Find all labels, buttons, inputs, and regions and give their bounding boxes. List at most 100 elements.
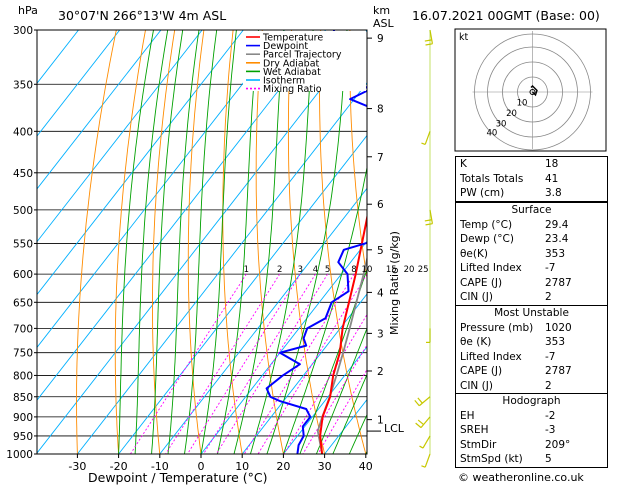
surface-row: Lifted Index -7 — [460, 262, 556, 274]
wet-adiabat-line — [249, 30, 314, 454]
mixing-ratio-line — [130, 273, 247, 454]
isotherm-line — [283, 346, 367, 454]
dry-adiabat-line — [114, 30, 146, 454]
wind-barbs — [414, 29, 434, 468]
mixing-ratio-label: 4 — [313, 265, 318, 275]
mixing-ratio-label: 25 — [418, 265, 429, 275]
x-tick-label: 0 — [198, 460, 205, 473]
legend-label: Parcel Trajectory — [263, 50, 342, 61]
wet-adiabat-line — [151, 30, 184, 454]
dry-adiabat-line — [152, 30, 176, 454]
dry-adiabat-line — [349, 30, 367, 281]
dewpoint-line — [265, 30, 367, 454]
pressure-tick-label: 300 — [13, 25, 33, 37]
mixing-ratio-label: 2 — [277, 265, 282, 275]
x-tick-label: -10 — [151, 460, 169, 473]
wet-adiabat-line — [217, 30, 259, 454]
km-tick-label: 5 — [377, 245, 384, 257]
legend-background — [243, 31, 366, 91]
mixing-ratio-line — [302, 344, 367, 454]
wet-adiabat-line — [233, 30, 285, 454]
km-tick-label: 8 — [377, 104, 384, 116]
hodo-row: StmSpd (kt) 5 — [460, 453, 552, 465]
legend-label: Dry Adiabat — [263, 58, 320, 69]
km-tick-label: 1 — [377, 415, 384, 427]
wind-barb — [426, 328, 431, 343]
mixing-ratio-label: 3 — [298, 265, 303, 275]
hodograph-table-title: Hodograph — [502, 395, 561, 407]
index-row-pw: PW (cm) 3.8 — [460, 187, 562, 199]
wind-barb — [424, 209, 434, 226]
pressure-tick-label: 400 — [13, 126, 33, 138]
hodograph-ring-label: 30 — [496, 120, 507, 130]
isotherm-line — [37, 30, 121, 137]
wind-barb — [414, 396, 431, 407]
hodograph-table-panel: Hodograph EH -2 SREH -3 StmDir 209° StmSpd … — [455, 393, 608, 468]
mixing-ratio-label: 5 — [325, 265, 330, 275]
isotherm-line — [37, 30, 162, 190]
pressure-tick-label: 700 — [13, 323, 33, 335]
most-unstable-panel: Most Unstable Pressure (mb) 1020 θe (K) 35… — [455, 305, 608, 394]
mu-row: CAPE (J) 2787 — [460, 365, 572, 377]
legend-label: Temperature — [262, 33, 323, 44]
km-tick-label: 9 — [377, 33, 384, 45]
pressure-tick-label: 1000 — [6, 449, 33, 461]
storm-motion-marker — [529, 89, 536, 95]
pressure-tick-label: 450 — [13, 168, 33, 180]
mixing-ratio-label: 20 — [404, 265, 415, 275]
wet-adiabat-line — [200, 30, 237, 454]
hodograph-ring-label: 40 — [486, 129, 497, 139]
datetime-stamp: 16.07.2021 00GMT (Base: 00) — [412, 8, 600, 23]
temperature-line — [319, 213, 367, 454]
mu-row: θe (K) 353 — [460, 336, 566, 348]
wet-adiabat-line — [134, 30, 169, 454]
x-axis-title: Dewpoint / Temperature (°C) — [88, 470, 267, 485]
wet-adiabat-line — [332, 373, 367, 454]
km-label: km — [373, 4, 390, 17]
pressure-tick-label: 900 — [13, 412, 33, 424]
mu-row: Pressure (mb) 1020 — [460, 321, 572, 334]
isotherm-line — [241, 293, 367, 454]
wet-adiabat-line — [118, 30, 154, 454]
x-tick-label: 20 — [276, 460, 290, 473]
wet-adiabat-line — [282, 165, 367, 454]
wet-adiabat-line — [266, 30, 348, 454]
km-tick-label: 2 — [377, 366, 384, 378]
x-tick-label: 30 — [318, 460, 332, 473]
mixing-ratio-line — [317, 368, 367, 454]
surface-panel: Surface Temp (°C) 29.4 Dewp (°C) 23.4 θe(K… — [455, 202, 608, 306]
isotherm-line — [159, 187, 367, 454]
km-tick-label: 6 — [377, 199, 384, 211]
km-tick-label: 3 — [377, 328, 384, 340]
surface-row: θe(K) 353 — [460, 247, 566, 260]
lcl-label: LCL — [384, 422, 405, 435]
dry-adiabat-line — [76, 30, 117, 454]
km-tick-label: 7 — [377, 152, 384, 164]
hodograph-ring-label: 20 — [506, 109, 517, 119]
isotherm-line — [37, 30, 79, 84]
surface-row: Dewp (°C) 23.4 — [460, 233, 569, 245]
mixing-ratio-line — [283, 313, 367, 454]
asl-label: ASL — [373, 17, 395, 30]
surface-title: Surface — [511, 204, 552, 216]
isotherm-line — [37, 30, 367, 454]
index-row-k: K 18 — [460, 158, 559, 170]
most-unstable-title: Most Unstable — [494, 307, 569, 319]
wet-adiabat-line — [184, 30, 218, 454]
wind-barb — [424, 29, 434, 46]
legend-label: Isotherm — [263, 76, 305, 87]
mixing-ratio-line — [257, 273, 367, 454]
pressure-tick-label: 600 — [13, 269, 33, 281]
hodo-row: StmDir 209° — [460, 438, 571, 451]
wet-adiabat-line — [315, 327, 367, 454]
pressure-tick-label: 850 — [13, 392, 33, 404]
plot-frame — [36, 29, 368, 455]
legend-label: Dewpoint — [263, 41, 308, 52]
isotherm-line — [37, 30, 203, 243]
location-title: 30°07'N 266°13'W 4m ASL — [58, 8, 226, 23]
wind-barb — [415, 416, 431, 429]
pressure-tick-label: 500 — [13, 205, 33, 217]
hodo-row: EH -2 — [460, 409, 556, 422]
x-tick-label: -20 — [110, 460, 128, 473]
